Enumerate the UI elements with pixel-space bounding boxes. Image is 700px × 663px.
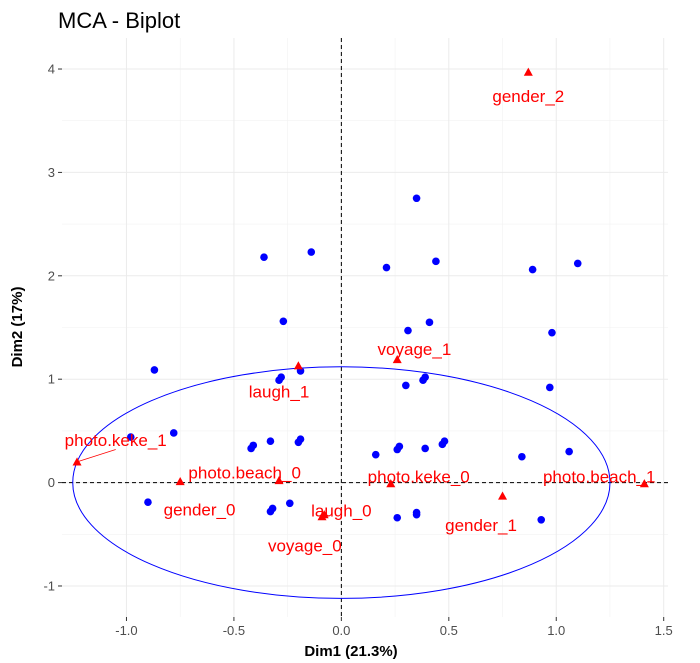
individual-point bbox=[404, 326, 412, 335]
category-label-photo-beach-1: photo.beach_1 bbox=[543, 467, 656, 486]
category-label-laugh-1: laugh_1 bbox=[249, 383, 310, 402]
grid-lines bbox=[62, 38, 668, 617]
individual-point bbox=[285, 499, 294, 508]
x-axis-title: Dim1 (21.3%) bbox=[304, 643, 397, 660]
category-point-voyage-1 bbox=[392, 355, 402, 364]
category-labels: gender_2 voyage_1 laugh_1 photo.keke_1photo… bbox=[65, 87, 656, 556]
y-axis-ticks: -1 0 1 2 3 4 bbox=[43, 62, 62, 593]
y-tick-label: 4 bbox=[48, 62, 55, 77]
individual-point bbox=[421, 444, 429, 453]
individual-point bbox=[548, 328, 556, 337]
individual-point bbox=[537, 516, 546, 524]
category-label-gender-1: gender_1 bbox=[445, 516, 517, 535]
individual-points bbox=[126, 194, 582, 524]
category-point-photo-keke-0 bbox=[386, 479, 396, 488]
individual-point bbox=[260, 253, 268, 261]
y-tick-label: -1 bbox=[43, 578, 55, 593]
y-tick-label: 3 bbox=[48, 165, 55, 180]
individual-point bbox=[126, 433, 135, 441]
category-points bbox=[72, 67, 649, 521]
category-label-gender-2: gender_2 bbox=[492, 87, 564, 106]
individual-point bbox=[432, 257, 440, 266]
individual-point bbox=[546, 383, 554, 392]
y-tick-label: 2 bbox=[48, 268, 55, 283]
individual-point bbox=[402, 381, 410, 390]
x-tick-label: -0.5 bbox=[223, 623, 245, 638]
individual-point bbox=[382, 263, 391, 272]
individual-point bbox=[412, 194, 421, 203]
individual-point bbox=[425, 318, 434, 327]
individual-point bbox=[307, 248, 316, 256]
y-axis-title: Dim2 (17%) bbox=[9, 287, 26, 368]
individual-point bbox=[279, 317, 288, 326]
chart-title: MCA - Biplot bbox=[58, 8, 180, 33]
category-label-voyage-0: voyage_0 bbox=[268, 537, 342, 556]
individual-point bbox=[393, 513, 402, 522]
x-tick-label: -1.0 bbox=[115, 623, 137, 638]
reference-lines bbox=[62, 38, 668, 617]
category-point-photo-beach-1 bbox=[639, 479, 649, 488]
individual-point bbox=[528, 265, 537, 274]
category-label-gender-0: gender_0 bbox=[164, 500, 236, 519]
individual-point bbox=[395, 442, 404, 451]
individual-point bbox=[573, 259, 582, 268]
category-point-gender-2 bbox=[523, 67, 533, 76]
x-tick-label: 1.0 bbox=[547, 623, 565, 638]
category-label-laugh-0: laugh_0 bbox=[311, 502, 372, 521]
category-point-voyage-0 bbox=[317, 512, 327, 521]
individual-point bbox=[440, 437, 449, 446]
x-axis-ticks: -1.0 -0.5 0.0 0.5 1.0 1.5 bbox=[115, 617, 673, 638]
category-label-voyage-1: voyage_1 bbox=[378, 340, 452, 359]
individual-point bbox=[275, 376, 283, 385]
confidence-ellipse-layer bbox=[72, 366, 611, 599]
category-point-gender-1 bbox=[498, 491, 508, 500]
individual-point bbox=[371, 450, 380, 459]
individual-point bbox=[518, 452, 526, 461]
category-point-photo-keke-1 bbox=[72, 457, 82, 466]
individual-point bbox=[266, 437, 275, 446]
category-point-gender-0 bbox=[175, 477, 185, 486]
category-label-photo-beach-0: photo.beach_0 bbox=[188, 463, 301, 482]
individual-point bbox=[412, 510, 421, 519]
x-tick-label: 0.5 bbox=[440, 623, 458, 638]
x-tick-label: 1.5 bbox=[655, 623, 673, 638]
individual-point bbox=[421, 373, 429, 381]
individual-point bbox=[144, 498, 152, 507]
category-label-photo-keke-0: photo.keke_0 bbox=[368, 467, 470, 486]
label-leader-line bbox=[76, 449, 116, 463]
y-tick-label: 0 bbox=[48, 475, 55, 490]
individual-point bbox=[249, 441, 258, 450]
y-tick-label: 1 bbox=[48, 372, 55, 387]
x-tick-label: 0.0 bbox=[332, 623, 350, 638]
individual-point bbox=[565, 447, 573, 456]
category-point-photo-beach-0 bbox=[274, 476, 284, 485]
individual-point bbox=[150, 366, 159, 374]
confidence-ellipse bbox=[72, 366, 611, 599]
individual-point bbox=[169, 429, 178, 437]
category-label-photo-keke-1: photo.keke_1 bbox=[65, 431, 167, 450]
individual-point bbox=[268, 504, 277, 513]
individual-point bbox=[296, 435, 305, 443]
category-point-laugh-1 bbox=[293, 361, 303, 370]
